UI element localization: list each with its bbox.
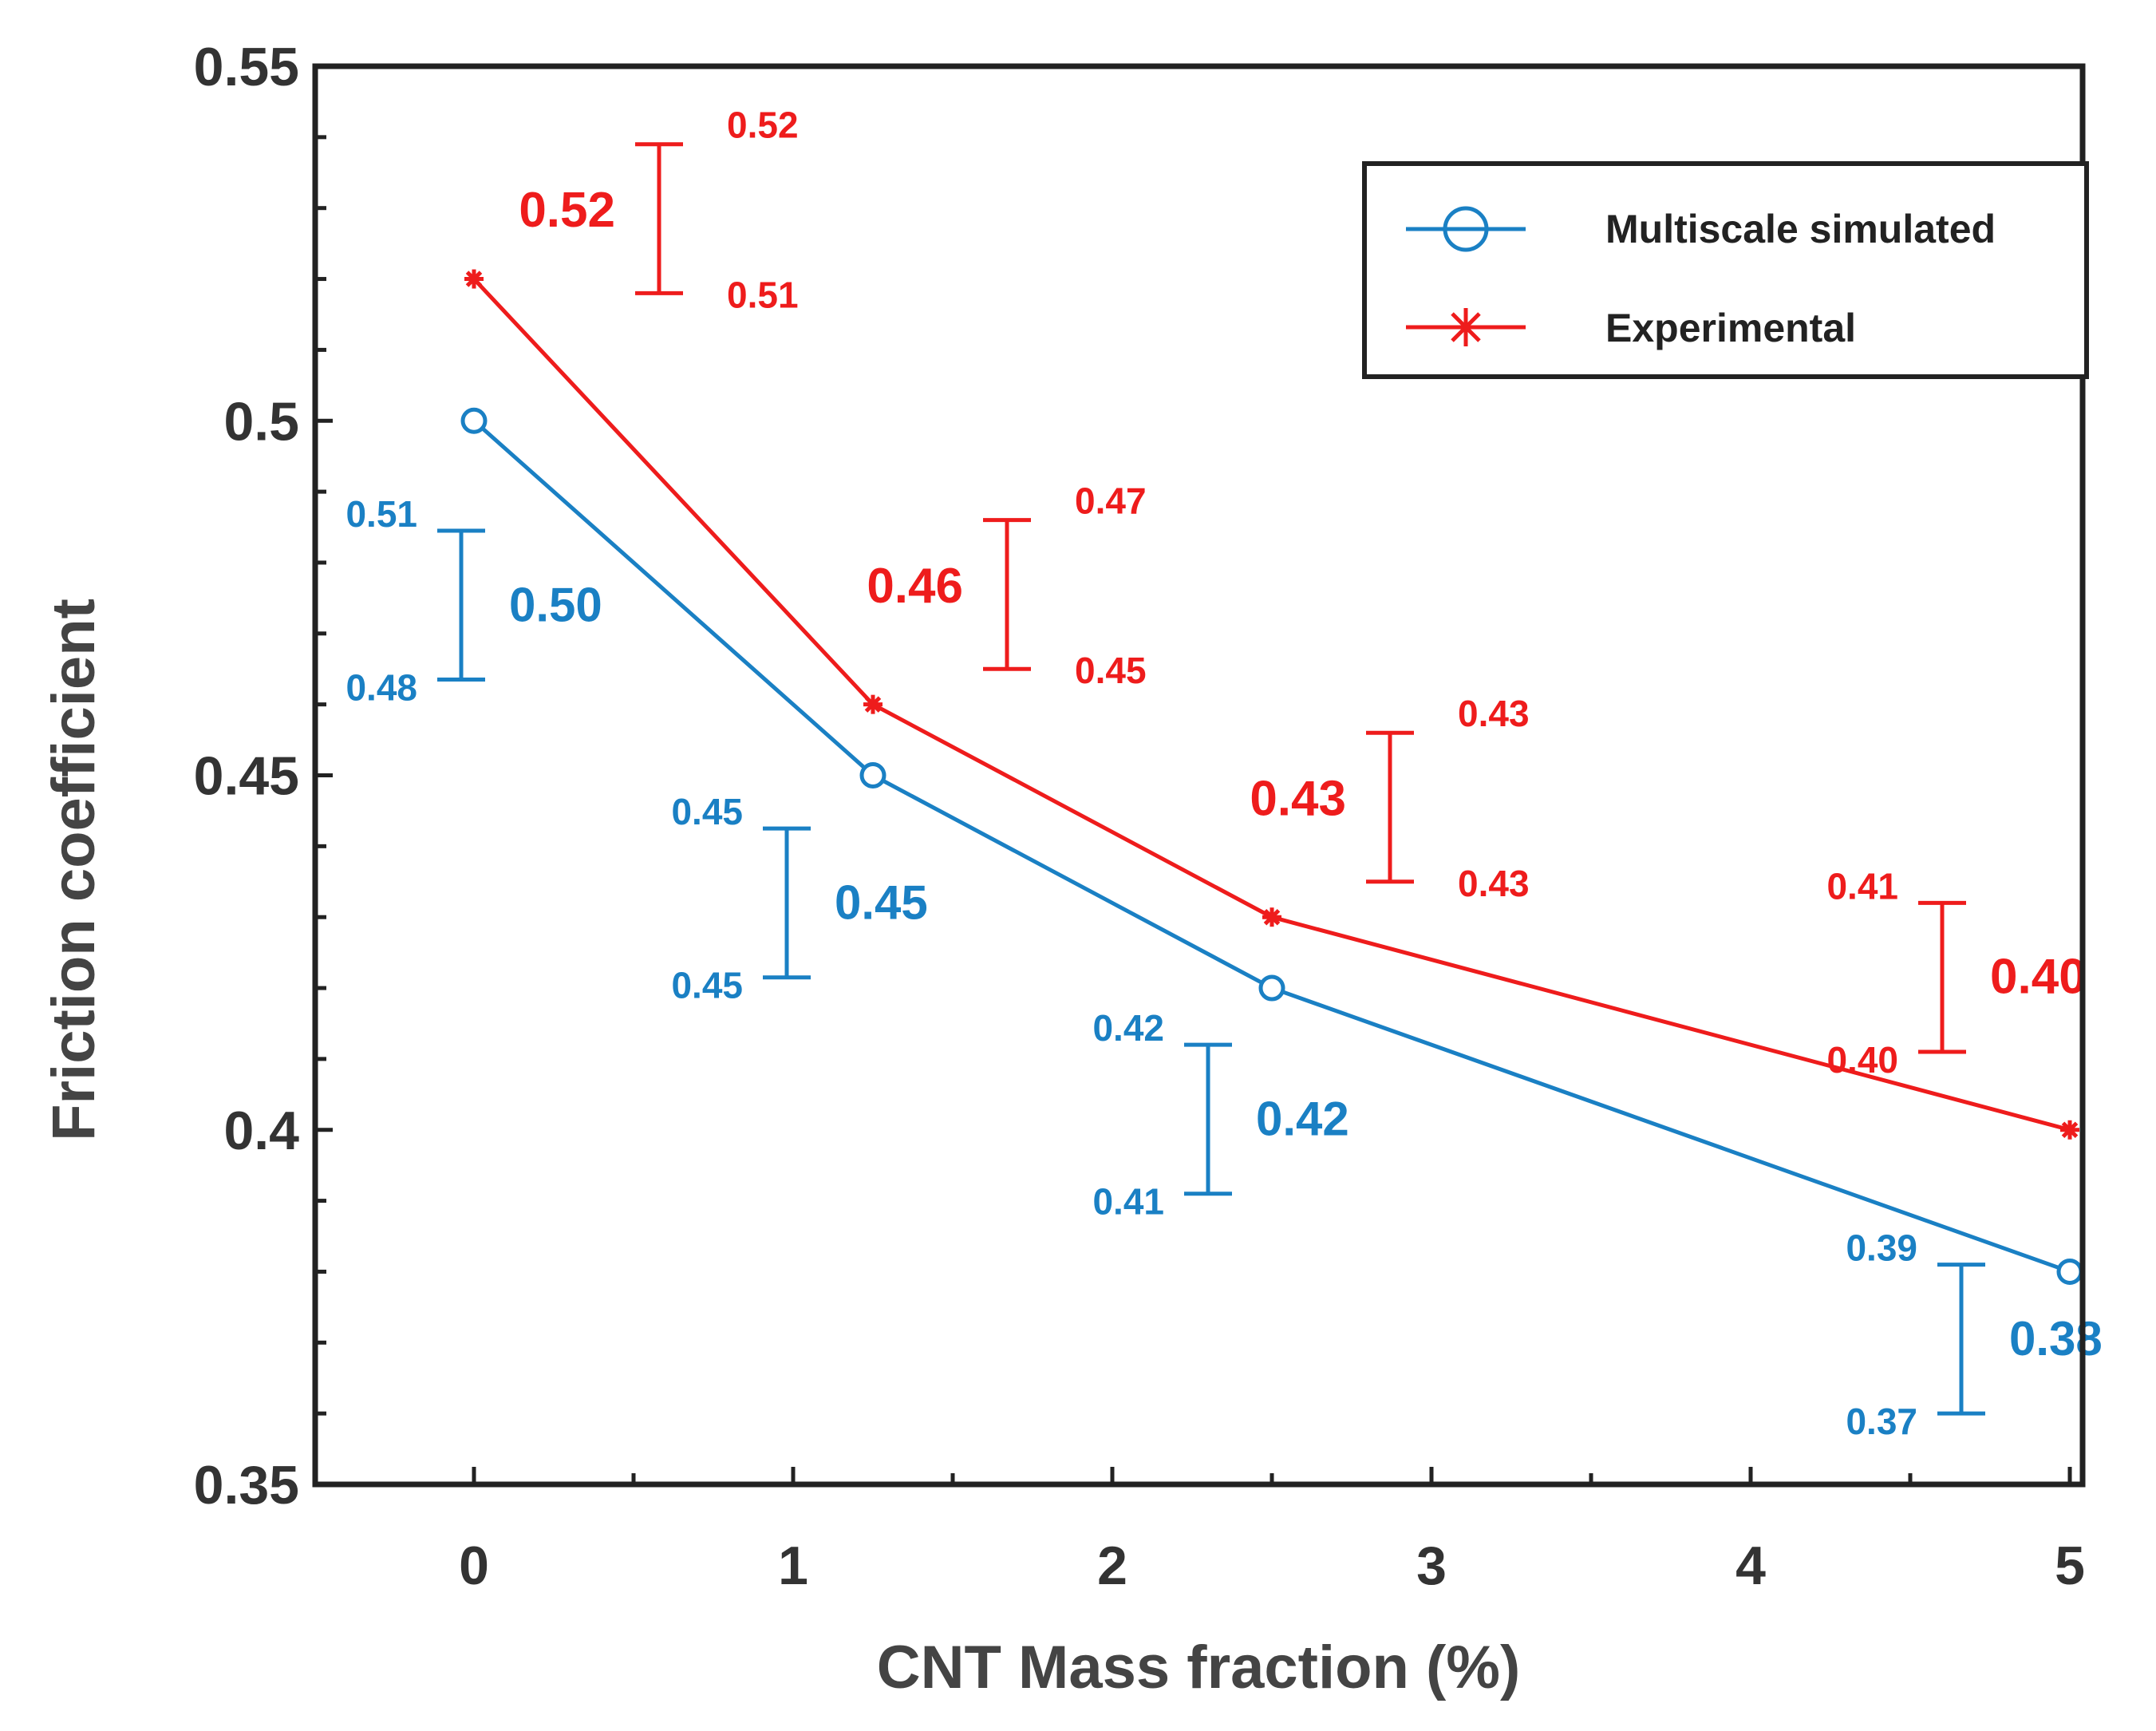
annotation-group: 0.45 0.45 0.45 xyxy=(671,791,927,1006)
annotation-lower-label: 0.41 xyxy=(1092,1181,1164,1223)
annotation-main-label: 0.52 xyxy=(519,183,615,238)
tick-labels: 0 1 2 3 4 5 0.35 0.4 0.45 0.5 0.55 xyxy=(194,37,2085,1596)
annotation-lower-label: 0.37 xyxy=(1846,1401,1917,1442)
data-point-asterisk xyxy=(464,269,484,289)
y-tick-label: 0.5 xyxy=(223,391,299,452)
annotation-group: 0.47 0.45 0.46 xyxy=(867,480,1146,692)
annotation-lower-label: 0.51 xyxy=(727,274,799,315)
annotation-lower-label: 0.40 xyxy=(1826,1039,1898,1081)
value-annotations: 0.52 0.51 0.52 0.47 0.45 0.46 0.43 0.43 0.43 0.41… xyxy=(346,105,2102,1442)
annotation-upper-label: 0.47 xyxy=(1075,480,1147,522)
annotation-main-label: 0.45 xyxy=(835,875,928,929)
asterisk-stroke xyxy=(1451,312,1481,342)
annotation-main-label: 0.43 xyxy=(1250,771,1346,826)
data-point-asterisk xyxy=(863,694,883,714)
annotation-group: 0.39 0.37 0.38 xyxy=(1846,1227,2102,1443)
legend-marker-circle xyxy=(1443,206,1489,252)
y-tick-label: 0.4 xyxy=(223,1101,299,1161)
series-lines xyxy=(460,269,2083,1285)
plot-frame xyxy=(312,63,2086,1488)
legend-box xyxy=(1362,161,2089,379)
asterisk-stroke xyxy=(864,696,882,713)
legend-asterisk xyxy=(1447,308,1485,346)
annotation-upper-label: 0.51 xyxy=(346,493,417,535)
annotation-main-label: 0.46 xyxy=(867,559,963,614)
annotation-main-label: 0.50 xyxy=(509,578,602,631)
asterisk-stroke xyxy=(1263,908,1281,926)
data-point-circle xyxy=(460,407,488,434)
annotation-lower-label: 0.43 xyxy=(1458,863,1530,904)
asterisk-stroke xyxy=(465,271,483,287)
annotation-group: 0.43 0.43 0.43 xyxy=(1250,693,1529,904)
series-line-multiscale xyxy=(472,419,2071,1274)
annotation-upper-label: 0.39 xyxy=(1846,1227,1917,1269)
data-point-circle xyxy=(1258,974,1285,1002)
legend-label-experimental: Experimental xyxy=(1605,306,1856,350)
asterisk-stroke xyxy=(2061,1121,2079,1139)
annotation-lower-label: 0.45 xyxy=(671,965,743,1006)
annotation-upper-label: 0.41 xyxy=(1826,865,1898,907)
series-line-experimental xyxy=(472,277,2071,1132)
annotation-group: 0.51 0.48 0.50 xyxy=(346,493,602,709)
annotation-upper-label: 0.52 xyxy=(727,105,799,146)
annotation-lower-label: 0.45 xyxy=(1075,650,1147,691)
legend: Multiscale simulated Experimental xyxy=(1362,161,2089,379)
x-tick-label: 1 xyxy=(778,1535,808,1596)
annotation-upper-label: 0.43 xyxy=(1458,693,1530,734)
y-tick-label: 0.45 xyxy=(194,746,299,807)
annotation-group: 0.41 0.40 0.40 xyxy=(1826,865,2086,1081)
x-tick-label: 3 xyxy=(1416,1535,1447,1596)
annotation-main-label: 0.38 xyxy=(2009,1312,2103,1365)
annotation-lower-label: 0.48 xyxy=(346,667,417,709)
annotation-main-label: 0.40 xyxy=(1990,950,2087,1005)
annotation-group: 0.52 0.51 0.52 xyxy=(519,105,798,316)
x-tick-label: 4 xyxy=(1735,1535,1766,1596)
legend-label-multiscale: Multiscale simulated xyxy=(1605,207,1996,251)
annotation-group: 0.42 0.41 0.42 xyxy=(1092,1007,1348,1223)
data-point-asterisk xyxy=(1262,907,1281,927)
annotation-main-label: 0.42 xyxy=(1256,1092,1349,1145)
annotation-upper-label: 0.45 xyxy=(671,791,743,832)
y-axis-title: Friction coefficient xyxy=(40,599,108,1141)
data-point-circle xyxy=(859,762,886,788)
data-point-asterisk xyxy=(2060,1120,2079,1140)
x-tick-label: 2 xyxy=(1097,1535,1127,1596)
legend-marker-asterisk xyxy=(1447,308,1485,346)
y-tick-label: 0.35 xyxy=(194,1455,299,1516)
x-tick-label: 5 xyxy=(2055,1535,2085,1596)
data-point-circle xyxy=(2056,1258,2083,1285)
y-tick-label: 0.55 xyxy=(194,37,299,97)
x-axis-title: CNT Mass fraction (%) xyxy=(877,1634,1521,1701)
annotation-upper-label: 0.42 xyxy=(1092,1007,1164,1049)
x-tick-label: 0 xyxy=(459,1535,489,1596)
